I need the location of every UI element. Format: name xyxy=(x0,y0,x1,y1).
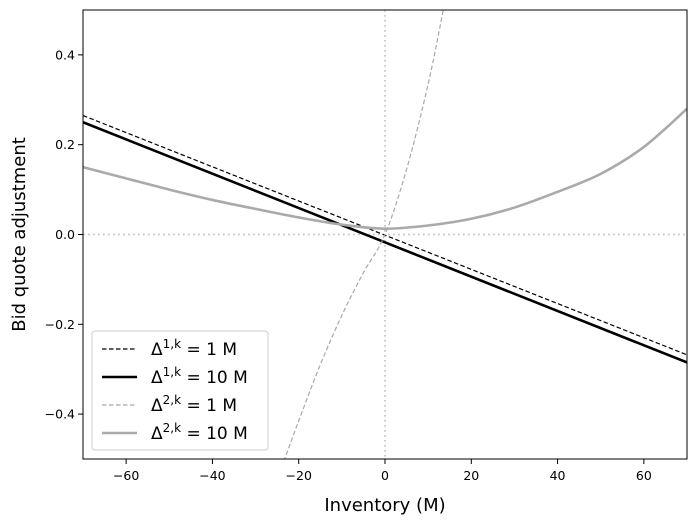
y-tick-label: 0.0 xyxy=(55,227,75,242)
y-tick-label: −0.2 xyxy=(45,317,75,332)
legend-label-2: Δ1,k = 10 M xyxy=(151,365,248,388)
series-layer xyxy=(83,10,687,459)
x-tick-label: −40 xyxy=(199,468,225,483)
series-line-4 xyxy=(83,107,687,230)
x-tick-label: 40 xyxy=(550,468,566,483)
series-line-2 xyxy=(83,121,687,364)
y-axis: −0.4 −0.2 0.0 0.2 0.4 xyxy=(45,47,83,422)
y-tick-label: −0.4 xyxy=(45,407,75,422)
series-line-3 xyxy=(284,10,444,459)
reference-lines xyxy=(83,10,687,459)
legend-box xyxy=(91,330,269,451)
legend-label-1: Δ1,k = 1 M xyxy=(151,337,237,360)
y-tick-label: 0.4 xyxy=(55,47,75,62)
x-tick-label: −20 xyxy=(286,468,312,483)
y-axis-title: Bid quote adjustment xyxy=(9,137,30,332)
x-axis-title: Inventory (M) xyxy=(324,495,445,516)
x-tick-label: 60 xyxy=(636,468,652,483)
legend-label-3: Δ2,k = 1 M xyxy=(151,393,237,416)
x-axis: −60 −40 −20 0 20 40 60 xyxy=(113,459,652,483)
y-tick-label: 0.2 xyxy=(55,137,75,152)
x-tick-label: −60 xyxy=(113,468,139,483)
x-tick-label: 20 xyxy=(463,468,479,483)
legend: Δ1,k = 1 M Δ1,k = 10 M Δ2,k = 1 M Δ2,k = 10… xyxy=(91,330,269,451)
legend-label-4: Δ2,k = 10 M xyxy=(151,421,248,444)
x-tick-label: 0 xyxy=(381,468,389,483)
